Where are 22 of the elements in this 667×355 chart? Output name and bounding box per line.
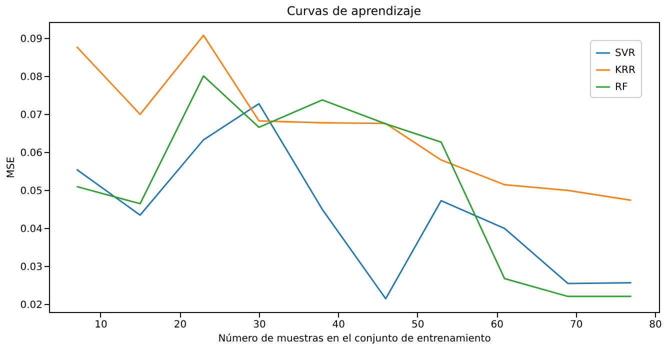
y-tick-label: 0.04: [20, 224, 42, 235]
x-tick-label: 50: [412, 320, 424, 330]
chart-title: Curvas de aprendizaje: [286, 4, 422, 18]
x-tick-label: 10: [94, 320, 108, 330]
y-tick-label: 0.05: [20, 186, 42, 197]
x-tick-label: 20: [174, 320, 187, 330]
x-tick-label: 30: [253, 320, 266, 330]
y-tick-label: 0.08: [20, 72, 42, 83]
x-tick-label: 70: [570, 320, 583, 330]
y-tick-label: 0.02: [20, 300, 42, 311]
legend-label: SVR: [615, 48, 636, 59]
y-tick-label: 0.06: [20, 148, 42, 159]
y-axis-title: MSE: [6, 156, 18, 178]
x-tick-label: 60: [490, 320, 504, 330]
x-axis-title: Número de muestras en el conjunto de entrenamiento: [218, 334, 491, 344]
y-tick-label: 0.07: [20, 110, 42, 121]
x-tick-label: 80: [649, 320, 662, 330]
y-tick-label: 0.09: [20, 34, 42, 45]
y-tick-label: 0.03: [20, 262, 42, 273]
x-tick-label: 40: [332, 320, 346, 330]
legend-label: KRR: [615, 65, 636, 76]
legend-label: RF: [615, 82, 628, 93]
